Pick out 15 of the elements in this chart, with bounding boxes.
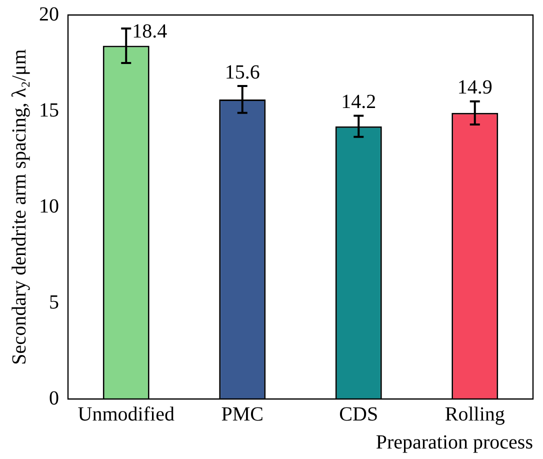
- y-tick-label: 20: [39, 3, 59, 26]
- data-label: 18.4: [132, 20, 168, 43]
- y-tick-label: 0: [49, 387, 59, 410]
- data-label: 14.9: [457, 76, 492, 99]
- y-tick-label: 5: [49, 291, 59, 314]
- data-label: 15.6: [224, 61, 260, 84]
- x-axis-title: Preparation process: [376, 431, 534, 454]
- y-axis-title: Secondary dendrite arm spacing, λ₂/μm: [8, 48, 30, 365]
- x-tick-label: Unmodified: [78, 403, 174, 426]
- y-tick-label: 10: [39, 195, 59, 218]
- x-tick-label: CDS: [339, 403, 378, 426]
- y-tick-label: 15: [39, 99, 59, 122]
- data-label: 14.2: [341, 91, 376, 114]
- x-tick-label: PMC: [221, 403, 264, 426]
- x-tick-label: Rolling: [444, 403, 505, 426]
